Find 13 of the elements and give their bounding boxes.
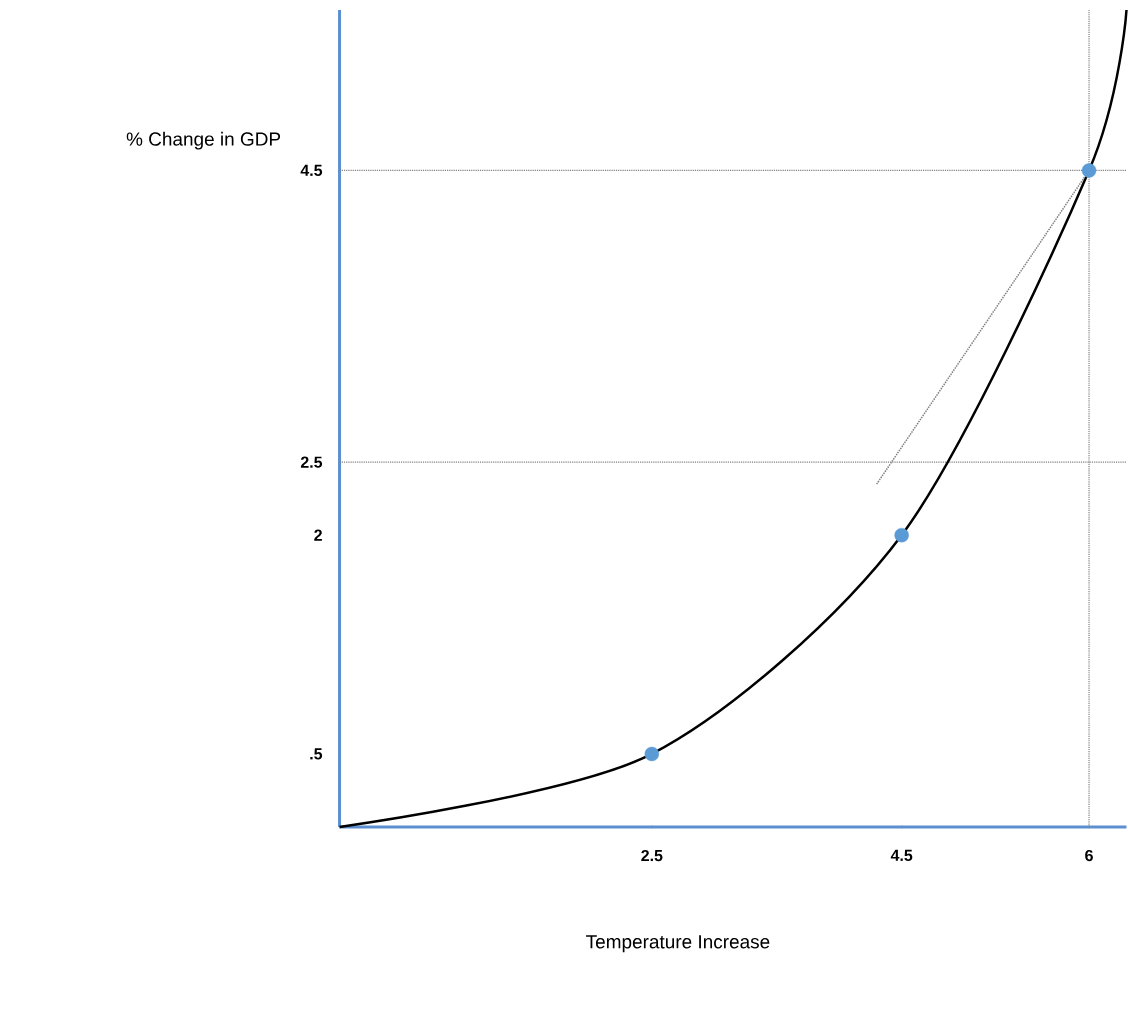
y-axis-title: % Change in GDP [126,132,281,150]
x-tick-label: 2.5 [641,850,663,862]
x-tick-label: 4.5 [890,850,913,862]
point [644,746,660,762]
point [894,528,909,543]
y-tick-label: .5 [310,748,323,760]
y-tick-label: 4.5 [300,165,323,177]
line-series [338,8,1128,829]
y-tick-label: 2.5 [300,456,323,469]
x-axis-title: Temperature Increase [586,935,770,953]
x-tick-label: 6 [1085,850,1093,862]
point [1081,163,1097,178]
y-tick-label: 2 [314,529,322,541]
